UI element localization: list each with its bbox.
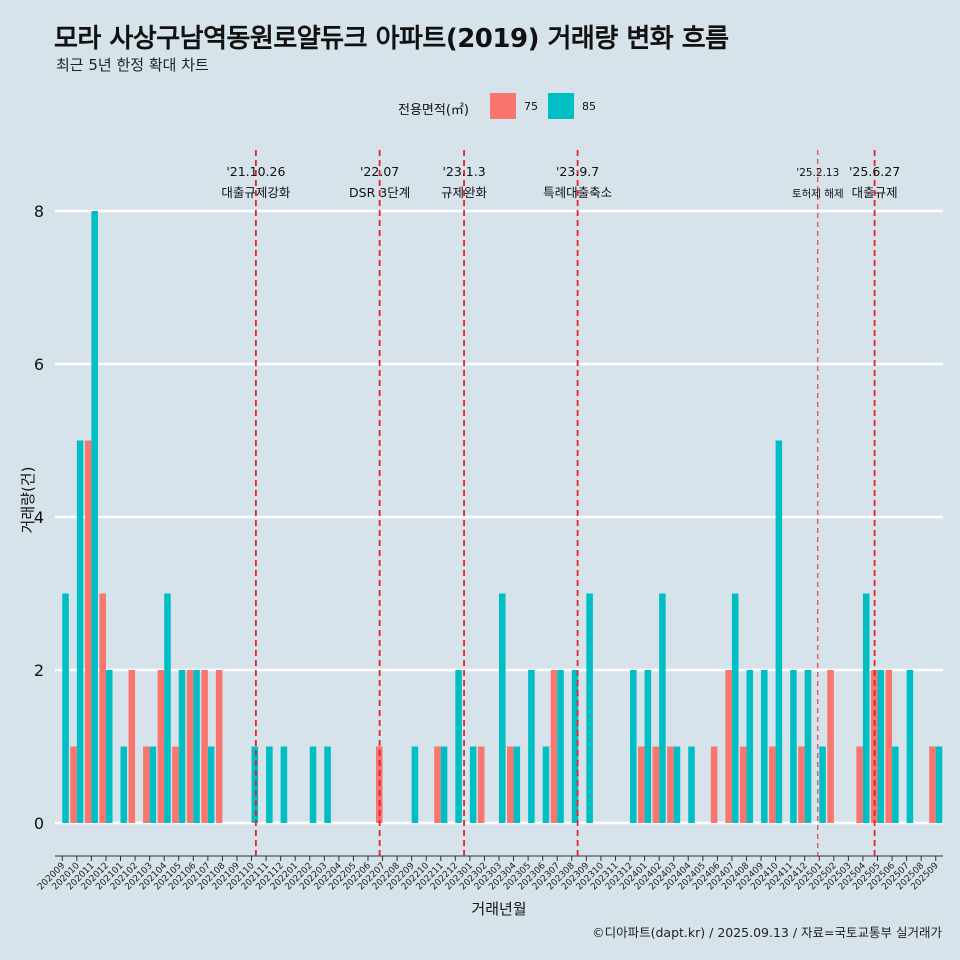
bar-75-202401 — [638, 746, 645, 823]
bar-85-202104 — [164, 593, 171, 823]
bar-85-202202 — [309, 746, 317, 823]
event-name-label: 대출규제강화 — [221, 185, 291, 200]
bar-85-202411 — [790, 670, 797, 823]
legend: 전용면적(㎡) 75 85 — [0, 93, 960, 121]
bar-85-202509 — [935, 746, 943, 823]
bar-75-202108 — [215, 670, 223, 823]
source-caption: ©디아파트(dapt.kr) / 2025.09.13 / 자료=국토교통부 실… — [592, 925, 942, 940]
bar-85-202306 — [542, 746, 550, 823]
bar-75-202010 — [70, 746, 77, 823]
bar-75-202103 — [143, 746, 150, 823]
bar-85-202106 — [193, 670, 200, 823]
bar-85-202209 — [411, 746, 419, 823]
bar-75-202502 — [827, 670, 834, 823]
event-name-label: DSR 3단계 — [349, 185, 410, 200]
event-date-label: '23.9.7 — [556, 164, 599, 179]
bar-75-202504 — [856, 746, 863, 823]
legend-label-75: 75 — [524, 100, 538, 113]
bar-85-202107 — [207, 746, 215, 823]
bar-85-202103 — [149, 746, 157, 823]
bar-75-202407 — [725, 670, 732, 823]
bar-75-202307 — [550, 670, 558, 823]
bar-75-202408 — [739, 746, 747, 823]
bar-85-202111 — [266, 746, 273, 823]
x-axis-title: 거래년월 — [471, 900, 526, 918]
bar-85-202412 — [804, 670, 812, 823]
bar-85-202501 — [819, 746, 826, 823]
bar-85-202301 — [469, 746, 477, 823]
bar-85-202203 — [324, 746, 331, 823]
bar-75-202403 — [667, 746, 674, 823]
bar-85-202010 — [76, 440, 84, 823]
bar-85-202408 — [746, 670, 754, 823]
bar-85-202112 — [280, 746, 288, 823]
bar-85-202504 — [862, 593, 870, 823]
bar-75-202105 — [172, 746, 179, 823]
bar-75-202506 — [885, 670, 893, 823]
bar-75-202509 — [929, 746, 936, 823]
bar-75-202211 — [434, 746, 441, 823]
bar-85-202110 — [251, 746, 259, 823]
event-name-label: 토허제 해제 — [792, 187, 844, 200]
bar-85-202304 — [513, 746, 521, 823]
y-tick-label: 2 — [34, 661, 44, 680]
bar-85-202101 — [120, 746, 128, 823]
bar-85-202012 — [105, 670, 113, 823]
bar-85-202307 — [557, 670, 564, 823]
bar-75-202102 — [128, 670, 136, 823]
bar-85-202105 — [178, 670, 186, 823]
bar-85-202505 — [877, 670, 885, 823]
bar-75-202011 — [84, 440, 92, 823]
legend-key-75 — [490, 93, 516, 119]
bar-75-202410 — [769, 746, 776, 823]
event-date-label: '25.2.13 — [796, 167, 839, 179]
bar-75-202106 — [186, 670, 194, 823]
y-tick-label: 8 — [34, 202, 44, 221]
bar-85-202507 — [906, 670, 914, 823]
legend-label-85: 85 — [582, 100, 596, 113]
event-date-label: '22.07 — [360, 164, 399, 179]
bar-85-202009 — [62, 593, 69, 823]
y-tick-label: 6 — [34, 355, 44, 374]
bar-75-202304 — [507, 746, 514, 823]
event-date-label: '25.6.27 — [849, 164, 900, 179]
bar-75-202505 — [870, 670, 878, 823]
legend-title: 전용면적(㎡) — [398, 103, 469, 118]
bar-85-202506 — [892, 746, 899, 823]
bar-85-202409 — [761, 670, 768, 823]
bar-85-202211 — [440, 746, 448, 823]
chart-subtitle: 최근 5년 한정 확대 차트 — [56, 56, 209, 74]
event-date-label: '23.1.3 — [442, 164, 485, 179]
event-date-label: '21.10.26 — [226, 164, 285, 179]
bar-75-202104 — [157, 670, 165, 823]
chart-title: 모라 사상구남역동원로얄듀크 아파트(2019) 거래량 변화 흐름 — [54, 24, 729, 54]
y-tick-label: 0 — [34, 814, 44, 833]
bar-75-202302 — [477, 746, 485, 823]
bar-85-202401 — [644, 670, 652, 823]
bar-85-202407 — [731, 593, 739, 823]
event-name-label: 규제완화 — [441, 185, 488, 200]
bar-85-202305 — [528, 670, 535, 823]
y-tick-label: 4 — [34, 508, 44, 527]
bar-85-202404 — [688, 746, 695, 823]
event-name-label: 대출규제 — [852, 185, 898, 200]
bar-85-202309 — [586, 593, 593, 823]
bar-75-202012 — [99, 593, 106, 823]
bar-85-202402 — [659, 593, 666, 823]
bar-85-202312 — [630, 670, 637, 823]
legend-key-85 — [548, 93, 574, 119]
bar-85-202403 — [673, 746, 681, 823]
bar-85-202410 — [775, 440, 783, 823]
bar-75-202406 — [710, 746, 718, 823]
bar-85-202011 — [91, 211, 98, 823]
bar-75-202402 — [652, 746, 660, 823]
bar-75-202107 — [201, 670, 208, 823]
bar-85-202303 — [499, 593, 506, 823]
y-axis-title: 거래량(건) — [19, 467, 37, 534]
bar-75-202412 — [798, 746, 805, 823]
bar-85-202212 — [455, 670, 462, 823]
bar-85-202308 — [571, 670, 579, 823]
event-name-label: 특례대출축소 — [543, 185, 612, 200]
